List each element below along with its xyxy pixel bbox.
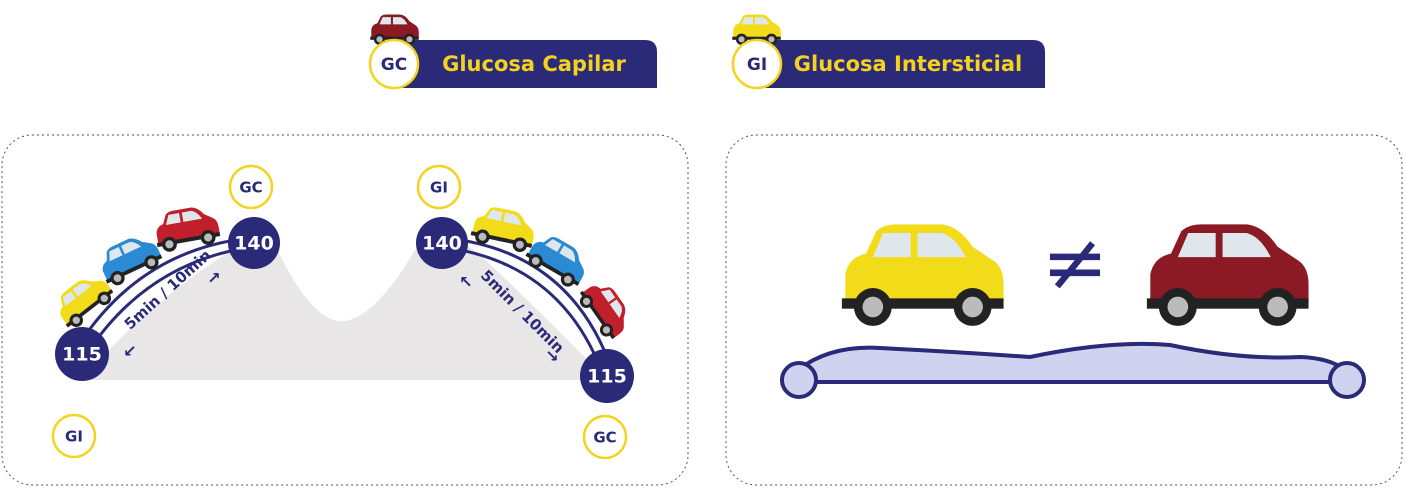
value-text: 140 [422, 233, 462, 255]
legend-label: Glucosa Intersticial [794, 52, 1022, 76]
legend-label: Glucosa Capilar [442, 52, 626, 76]
road-end [1330, 363, 1364, 397]
not-equal: ≠ [1041, 216, 1108, 309]
legend-badge-text: GC [381, 55, 407, 75]
road-end [782, 363, 816, 397]
car [1147, 224, 1309, 325]
badge-text: GI [430, 179, 448, 197]
badge-text: GI [65, 428, 83, 446]
car [842, 224, 1004, 325]
road [798, 344, 1345, 382]
value-text: 140 [234, 233, 274, 255]
arrow: ↗ [207, 269, 220, 288]
infographic: GC Glucosa Capilar GI Glucosa Interstici… [0, 0, 1406, 488]
badge-text: GC [239, 179, 262, 197]
arrow: ↙ [123, 342, 136, 361]
panel [726, 135, 1402, 485]
car [469, 203, 538, 254]
value-text: 115 [62, 344, 102, 366]
value-text: 115 [587, 366, 627, 388]
arrow: ↘ [545, 347, 558, 366]
badge-text: GC [593, 429, 616, 447]
legend-badge-text: GI [747, 55, 767, 75]
arrow: ↖ [459, 273, 472, 292]
car [94, 229, 165, 289]
